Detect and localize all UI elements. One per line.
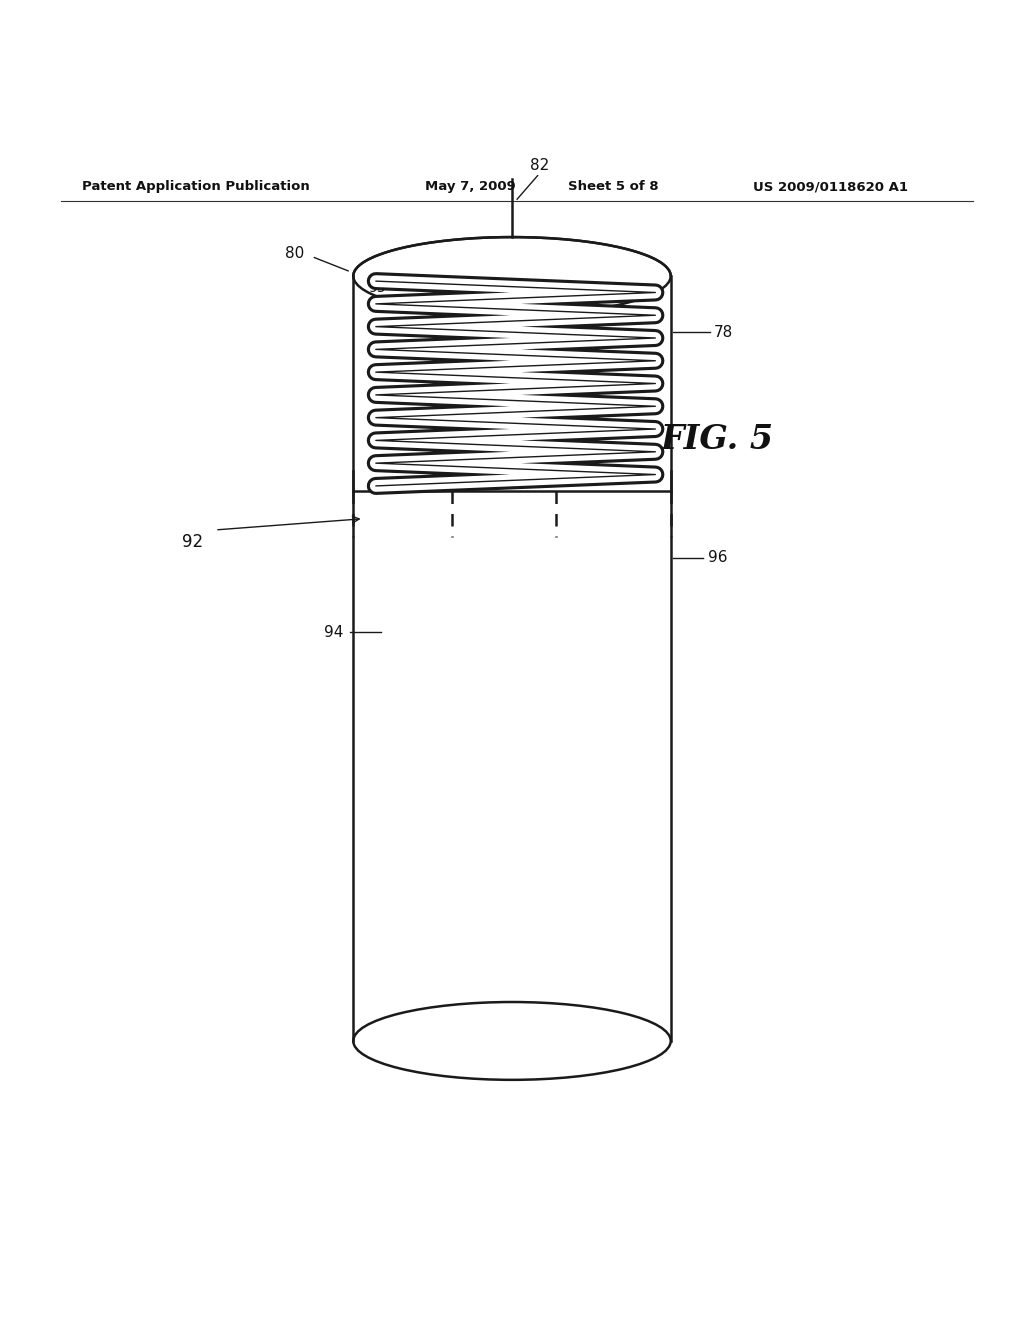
Text: 80: 80 (285, 246, 304, 261)
Text: Sheet 5 of 8: Sheet 5 of 8 (568, 181, 659, 194)
Text: 96: 96 (708, 550, 727, 565)
Text: 95: 95 (368, 281, 386, 296)
Text: 92: 92 (182, 533, 203, 552)
Text: 94: 94 (324, 624, 343, 640)
Text: 97: 97 (534, 284, 552, 298)
Text: 78: 78 (714, 325, 733, 339)
Text: FIG. 5: FIG. 5 (660, 424, 773, 457)
Text: US 2009/0118620 A1: US 2009/0118620 A1 (753, 181, 907, 194)
Text: 82: 82 (530, 157, 549, 173)
Text: May 7, 2009: May 7, 2009 (425, 181, 516, 194)
Text: Patent Application Publication: Patent Application Publication (82, 181, 309, 194)
